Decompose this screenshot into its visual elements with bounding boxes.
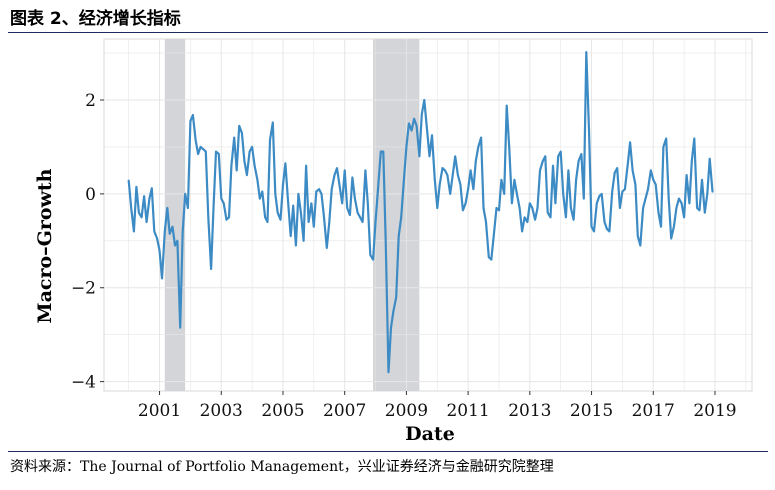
series-line-macro-growth [127,51,714,374]
series-layer [127,51,714,374]
x-axis-label: Date [405,423,455,445]
recession-bands [164,39,420,391]
y-axis-label: Macro–Growth [34,168,56,323]
footer-rule [8,451,768,452]
x-tick-label: 2007 [323,401,366,421]
x-tick-label: 2009 [385,401,428,421]
x-tick-label: 2005 [261,401,304,421]
figure-title: 图表 2、经济增长指标 [10,9,181,29]
tick-labels: 2001 2003 2005 2007 2009 2011 2013 2015 2017 2019… [71,91,737,421]
y-tick-label: 0 [85,185,96,205]
plot-area [103,38,753,392]
title-rule [8,32,768,33]
y-tick-label: −2 [71,279,96,299]
source-note: 资料来源：The Journal of Portfolio Management… [10,459,554,475]
x-tick-label: 2013 [508,401,551,421]
x-tick-label: 2019 [693,401,736,421]
x-tick-label: 2011 [446,401,489,421]
y-tick-label: 2 [85,91,96,111]
plot-frame [103,38,753,392]
x-tick-label: 2017 [632,401,675,421]
y-tick-label: −4 [71,373,96,393]
recession-band-2 [373,39,420,391]
x-tick-label: 2003 [200,401,243,421]
x-tick-label: 2001 [138,401,181,421]
x-tick-label: 2015 [570,401,613,421]
growth-line-chart: 2001 2003 2005 2007 2009 2011 2013 2015 2017 2019… [34,38,753,445]
